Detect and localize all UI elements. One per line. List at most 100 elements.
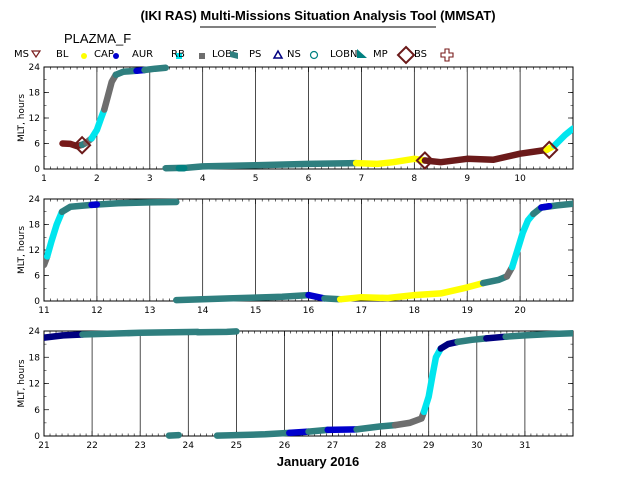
- x-tick-label: 30: [471, 441, 483, 451]
- y-tick-label: 6: [34, 272, 40, 282]
- y-tick-label: 12: [29, 114, 40, 124]
- dot-icon: [113, 53, 119, 59]
- y-tick-label: 0: [34, 297, 40, 307]
- trajectory-segment-lobs: [101, 71, 120, 113]
- x-tick-label: 17: [356, 306, 367, 316]
- trajectory-segment-ps: [165, 431, 182, 439]
- x-tick-label: 8: [411, 174, 417, 184]
- y-tick-label: 0: [34, 432, 40, 442]
- y-tick-label: 12: [29, 380, 40, 390]
- x-tick-label: 20: [514, 306, 526, 316]
- x-tick-label: 7: [359, 174, 365, 184]
- x-tick-label: 11: [38, 306, 49, 316]
- x-tick-label: 6: [306, 174, 312, 184]
- x-tick-label: 2: [94, 174, 100, 184]
- x-tick-label: 5: [253, 174, 259, 184]
- trajectory-segment-ps: [112, 67, 140, 78]
- x-tick-label: 21: [38, 441, 49, 451]
- x-tick-label: 12: [91, 306, 102, 316]
- y-tick-label: 18: [29, 89, 41, 99]
- x-tick-label: 28: [375, 441, 387, 451]
- trajectory: [59, 64, 573, 172]
- legend: MS BL CAP AUR RB LOBS PS NS LOBN MP BS: [14, 45, 454, 65]
- parallelogram-icon: [230, 51, 238, 59]
- square-icon: [199, 53, 205, 59]
- square-icon: [176, 53, 182, 59]
- x-tick-label: 15: [250, 306, 261, 316]
- legend-item-aur: AUR: [132, 49, 153, 60]
- x-tick-label: 27: [327, 441, 338, 451]
- legend-label: MS: [14, 49, 29, 60]
- trajectory-segment-ps: [194, 328, 240, 336]
- legend-item-lobn: LOBN: [330, 49, 357, 60]
- trajectory-segment-ps: [454, 335, 490, 346]
- trajectory-segment-ps: [141, 64, 169, 74]
- x-tick-label: 13: [144, 306, 155, 316]
- x-tick-label: 22: [86, 441, 97, 451]
- bow-shock-marker: [539, 140, 559, 160]
- diamond-icon: [396, 45, 416, 65]
- x-tick-label: 25: [231, 441, 242, 451]
- legend-item-bs: BS: [414, 49, 427, 60]
- x-tick-label: 18: [409, 306, 421, 316]
- legend-item-ns: NS: [287, 49, 301, 60]
- x-tick-label: 4: [200, 174, 206, 184]
- trajectory-segment-ps: [353, 421, 399, 433]
- trajectory-segment-ps: [213, 429, 293, 439]
- y-tick-label: 24: [29, 327, 41, 337]
- legend-item-lobs: LOBS: [212, 49, 238, 60]
- legend-item-bl: BL: [56, 49, 69, 60]
- panel-3: 21 22 23 24 25 26 27 28 29 30 31 0 6 12 18 24 MLT, hours: [17, 327, 574, 451]
- trajectory-segment-ps: [502, 329, 573, 340]
- trajectory: [44, 328, 573, 439]
- panel-2: 11 12 13 14 15 16 17 18 19 20 0 6 12 18 24 MLT, hours: [17, 195, 574, 316]
- trajectory-segment-ns: [44, 331, 86, 341]
- trajectory-segment-rb: [44, 208, 66, 260]
- trajectory-segment-rb: [508, 210, 537, 271]
- trajectory-segment-lobs: [391, 408, 428, 429]
- x-tick-label: 10: [514, 174, 526, 184]
- legend-item-mp: MP: [373, 49, 388, 60]
- y-tick-label: 6: [34, 140, 40, 150]
- x-tick-label: 1: [41, 174, 47, 184]
- x-tick-label: 19: [461, 306, 473, 316]
- x-tick-label: 23: [134, 441, 145, 451]
- x-tick-label: 16: [303, 306, 315, 316]
- trajectory-segment-ns: [437, 338, 461, 352]
- bow-shock-marker: [72, 135, 92, 155]
- y-tick-label: 24: [29, 195, 41, 205]
- x-tick-label: 29: [423, 441, 435, 451]
- y-tick-label: 6: [34, 406, 40, 416]
- legend-item-rb: RB: [171, 49, 185, 60]
- y-tick-label: 0: [34, 165, 40, 175]
- triangle-up-icon: [272, 49, 284, 59]
- y-axis-label: MLT, hours: [17, 94, 27, 142]
- cross-icon: [440, 48, 454, 62]
- circle-icon: [309, 50, 319, 60]
- trajectory-segment-aur: [324, 426, 360, 434]
- dot-icon: [81, 53, 87, 59]
- panel-frame: [43, 330, 574, 437]
- x-tick-label: 14: [197, 306, 209, 316]
- chart-title: (IKI RAS) Multi-Missions Situation Analy…: [140, 8, 495, 23]
- triangle-down-icon: [30, 50, 42, 59]
- bow-shock-marker: [415, 151, 435, 170]
- y-tick-label: 12: [29, 246, 40, 256]
- x-tick-label: 24: [183, 441, 195, 451]
- trajectory-segment-rb: [420, 345, 445, 416]
- x-tick-label: 3: [147, 174, 153, 184]
- trajectory-segment-ps: [79, 328, 202, 338]
- trajectory-segment-ps: [173, 291, 312, 304]
- x-tick-label: 9: [464, 174, 470, 184]
- x-tick-label: 31: [519, 441, 530, 451]
- legend-item-ps: PS: [249, 49, 261, 60]
- y-tick-label: 18: [29, 353, 41, 363]
- trajectory-segment-ps: [58, 198, 180, 216]
- y-axis-label: MLT, hours: [17, 359, 27, 407]
- trajectory-segment-cap: [336, 279, 487, 303]
- x-axis-title: January 2016: [277, 454, 359, 469]
